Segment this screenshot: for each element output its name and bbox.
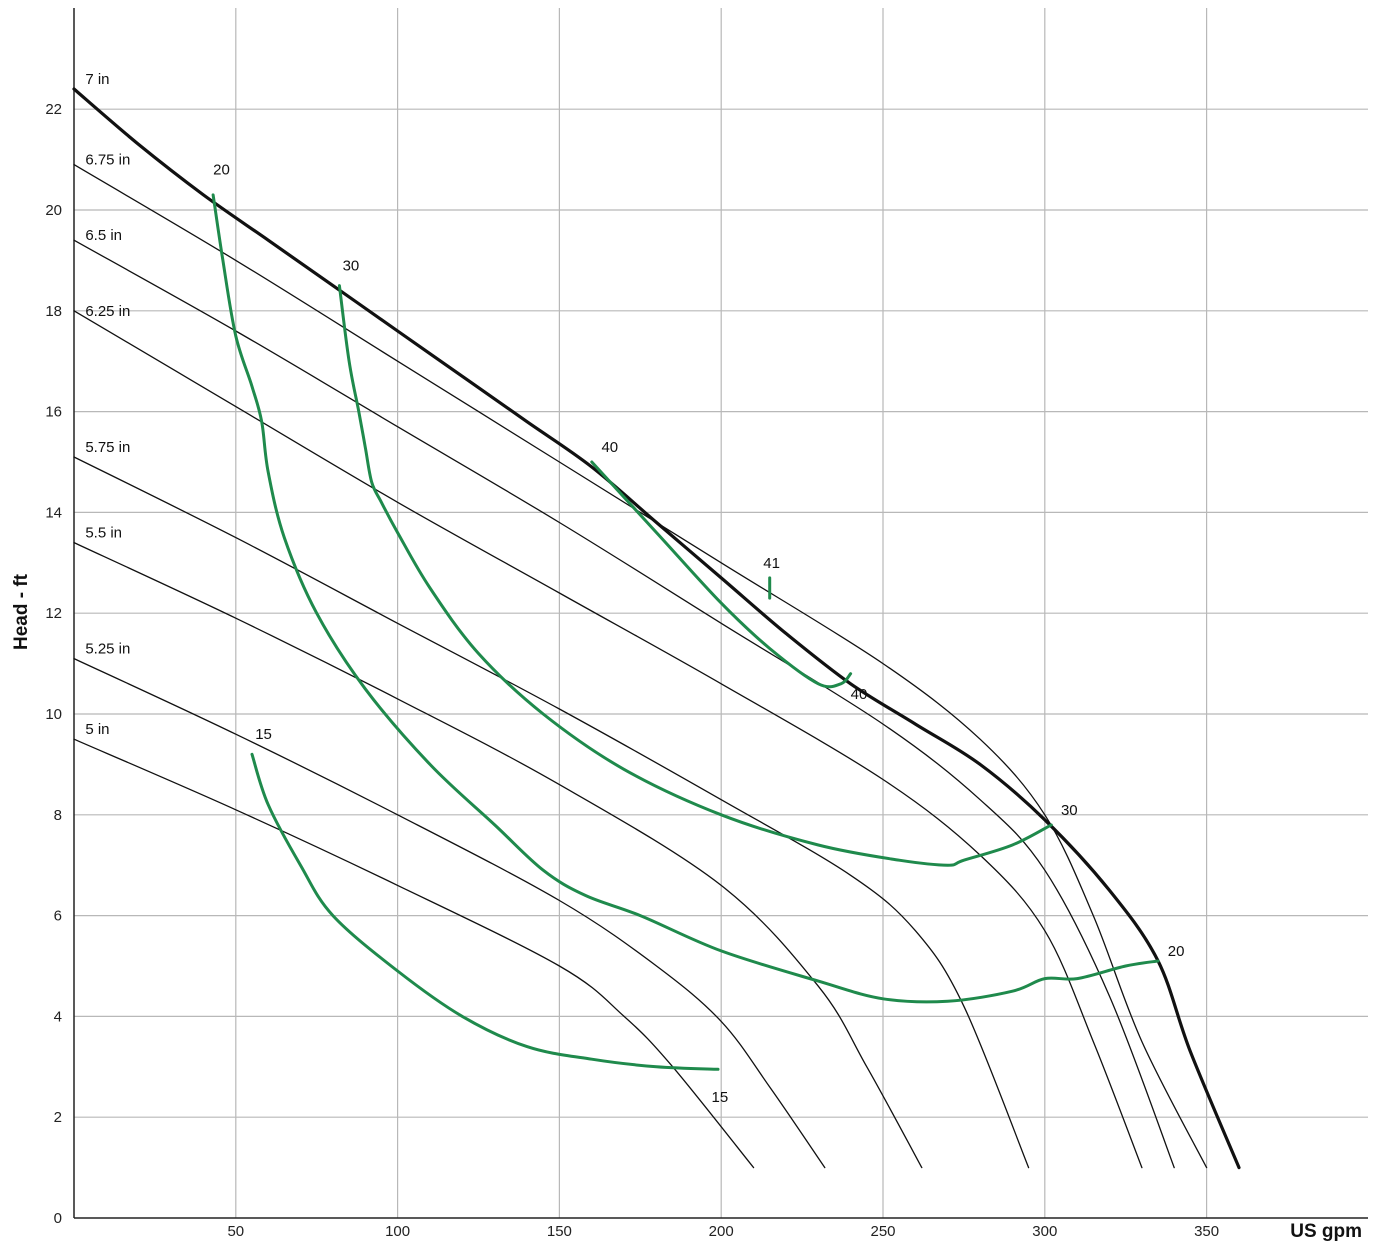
impeller-curve-5-in [73, 738, 755, 1169]
curve-label: 6.75 in [85, 152, 130, 169]
x-axis-title: US gpm [1290, 1221, 1362, 1242]
y-tick-label: 0 [54, 1210, 62, 1227]
curve-label: 15 [711, 1089, 728, 1106]
curve-label: 5 in [85, 721, 109, 738]
curve-label: 6.25 in [85, 303, 130, 320]
curve-label: 5.75 in [85, 439, 130, 456]
curve-label: 20 [213, 162, 230, 179]
impeller-curve-7-in [72, 87, 1241, 1170]
efficiency-curve-15 [250, 752, 720, 1071]
impeller-curve-6-75-in [73, 163, 1208, 1169]
impeller-curve-5-5-in [73, 541, 923, 1169]
x-tick-label: 300 [1032, 1223, 1057, 1240]
efficiency-curve-30 [337, 284, 1053, 867]
curve-label: 41 [763, 555, 780, 572]
efficiency-curve-40 [590, 460, 853, 689]
efficiency-curves [211, 193, 1160, 1071]
y-tick-label: 4 [54, 1008, 62, 1025]
y-axis-title: Head - ft [11, 573, 32, 650]
x-tick-label: 150 [547, 1223, 572, 1240]
x-tick-label: 200 [709, 1223, 734, 1240]
curve-label: 5.5 in [85, 525, 122, 542]
curve-label: 5.25 in [85, 641, 130, 658]
impeller-curve-5-75-in [73, 456, 1030, 1169]
grid [74, 8, 1368, 1218]
y-tick-label: 18 [45, 303, 62, 320]
curve-label: 40 [601, 439, 618, 456]
impeller-curve-6-5-in [73, 239, 1175, 1169]
y-tick-label: 16 [45, 404, 62, 421]
curve-label: 7 in [85, 71, 109, 88]
tick-labels: 50 100 150 200 250 300 350 0 2 4 6 8 10 12 14 16 18 20 22 [45, 101, 1219, 1240]
y-tick-label: 12 [45, 605, 62, 622]
curve-label: 30 [1061, 802, 1078, 819]
y-tick-label: 2 [54, 1109, 62, 1126]
y-tick-label: 6 [54, 908, 62, 925]
y-tick-label: 14 [45, 504, 62, 521]
x-tick-label: 250 [870, 1223, 895, 1240]
x-tick-label: 50 [227, 1223, 244, 1240]
curve-label: 30 [343, 257, 360, 274]
curve-labels: 7 in 6.75 in 6.5 in 6.25 in 5.75 in 5.5 in 5.2… [85, 71, 1184, 1106]
curve-label: 6.5 in [85, 227, 122, 244]
x-tick-label: 350 [1194, 1223, 1219, 1240]
y-tick-label: 10 [45, 706, 62, 723]
curve-label: 15 [255, 726, 272, 743]
y-tick-label: 22 [45, 101, 62, 118]
impeller-curve-5-25-in [73, 657, 826, 1169]
y-tick-label: 20 [45, 202, 62, 219]
y-tick-label: 8 [54, 807, 62, 824]
impeller-curves [72, 87, 1241, 1170]
efficiency-curve-20 [211, 193, 1160, 1004]
x-tick-label: 100 [385, 1223, 410, 1240]
curve-label: 20 [1168, 943, 1185, 960]
curve-label: 40 [851, 686, 868, 703]
impeller-curve-6-25-in [73, 310, 1143, 1169]
axes [73, 8, 1368, 1219]
